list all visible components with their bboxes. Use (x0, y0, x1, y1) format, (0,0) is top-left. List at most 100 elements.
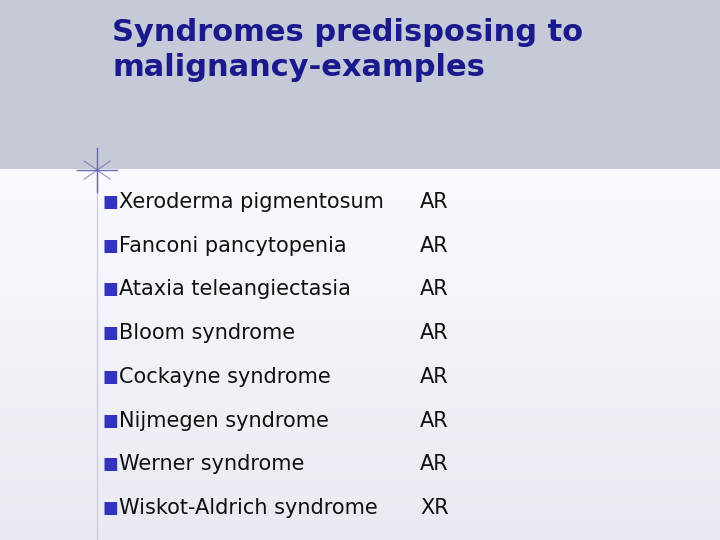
Bar (0, 289, 720, 295)
Bar (0, 377, 720, 383)
Text: Nijmegen syndrome: Nijmegen syndrome (120, 410, 329, 431)
Text: ■: ■ (102, 193, 118, 211)
Bar (0, 206, 720, 212)
Bar (0, 225, 720, 230)
Bar (0, 220, 720, 226)
Text: ■: ■ (102, 499, 118, 517)
Bar (0, 261, 720, 267)
Bar (0, 215, 720, 221)
Text: Werner syndrome: Werner syndrome (120, 454, 305, 475)
Bar (0, 303, 720, 309)
Bar (0, 391, 720, 397)
Text: Fanconi pancytopenia: Fanconi pancytopenia (120, 235, 347, 256)
Bar (0, 433, 720, 438)
Bar (0, 248, 720, 253)
Bar (0, 419, 720, 424)
Text: AR: AR (420, 367, 449, 387)
Bar (0, 479, 720, 484)
Bar (0, 521, 720, 526)
Bar (0, 373, 720, 378)
Bar (0, 516, 720, 522)
Bar (0, 405, 720, 410)
Bar (0, 271, 720, 276)
Bar (0, 447, 720, 452)
Bar (0, 530, 720, 535)
Bar (0, 354, 720, 360)
Text: ■: ■ (102, 368, 118, 386)
Bar (0, 502, 720, 508)
Text: Bloom syndrome: Bloom syndrome (120, 323, 295, 343)
Bar (0, 197, 720, 202)
Bar (0, 409, 720, 415)
Bar (0, 349, 720, 355)
Text: Xeroderma pigmentosum: Xeroderma pigmentosum (120, 192, 384, 212)
Bar (0, 387, 720, 392)
Bar (0, 308, 720, 313)
Bar (0, 428, 720, 434)
Bar (0, 0, 720, 170)
Bar (0, 275, 720, 281)
Bar (0, 299, 720, 304)
Bar (0, 178, 720, 184)
Text: Ataxia teleangiectasia: Ataxia teleangiectasia (120, 279, 351, 300)
Bar (0, 456, 720, 461)
Bar (0, 335, 720, 341)
Text: ■: ■ (102, 411, 118, 430)
Bar (0, 396, 720, 401)
Bar (0, 234, 720, 239)
Bar (0, 280, 720, 286)
Bar (0, 359, 720, 364)
Bar (0, 211, 720, 217)
Bar (0, 511, 720, 517)
Text: ■: ■ (102, 324, 118, 342)
Bar (0, 400, 720, 406)
Bar (0, 474, 720, 480)
Text: Cockayne syndrome: Cockayne syndrome (120, 367, 331, 387)
Bar (0, 169, 720, 175)
Bar (0, 483, 720, 489)
Bar (0, 239, 720, 244)
Bar (0, 507, 720, 512)
Text: AR: AR (420, 410, 449, 431)
Bar (0, 174, 720, 179)
Bar (0, 243, 720, 249)
Bar (0, 470, 720, 475)
Bar (0, 340, 720, 346)
Bar (0, 192, 720, 198)
Bar (0, 368, 720, 374)
Bar (0, 331, 720, 336)
Bar (0, 326, 720, 332)
Text: ■: ■ (102, 280, 118, 299)
Bar (0, 461, 720, 466)
Bar (0, 183, 720, 188)
Bar (0, 497, 720, 503)
Text: Wiskot-Aldrich syndrome: Wiskot-Aldrich syndrome (120, 498, 378, 518)
Bar (0, 423, 720, 429)
Bar (0, 345, 720, 350)
Text: ■: ■ (102, 455, 118, 474)
Bar (0, 229, 720, 235)
Text: AR: AR (420, 454, 449, 475)
Text: AR: AR (420, 279, 449, 300)
Bar (0, 525, 720, 531)
Text: XR: XR (420, 498, 449, 518)
Bar (0, 313, 720, 318)
Bar (0, 363, 720, 369)
Bar (0, 252, 720, 258)
Bar (0, 451, 720, 457)
Text: ■: ■ (102, 237, 118, 255)
Bar (0, 465, 720, 471)
Bar (0, 257, 720, 262)
Text: AR: AR (420, 192, 449, 212)
Bar (0, 442, 720, 448)
Bar (0, 493, 720, 498)
Bar (0, 535, 720, 540)
Bar (0, 488, 720, 494)
Bar (0, 285, 720, 291)
Bar (0, 201, 720, 207)
Text: AR: AR (420, 323, 449, 343)
Text: Syndromes predisposing to
malignancy-examples: Syndromes predisposing to malignancy-exa… (112, 18, 583, 82)
Bar (0, 266, 720, 272)
Bar (0, 414, 720, 420)
Bar (0, 322, 720, 327)
